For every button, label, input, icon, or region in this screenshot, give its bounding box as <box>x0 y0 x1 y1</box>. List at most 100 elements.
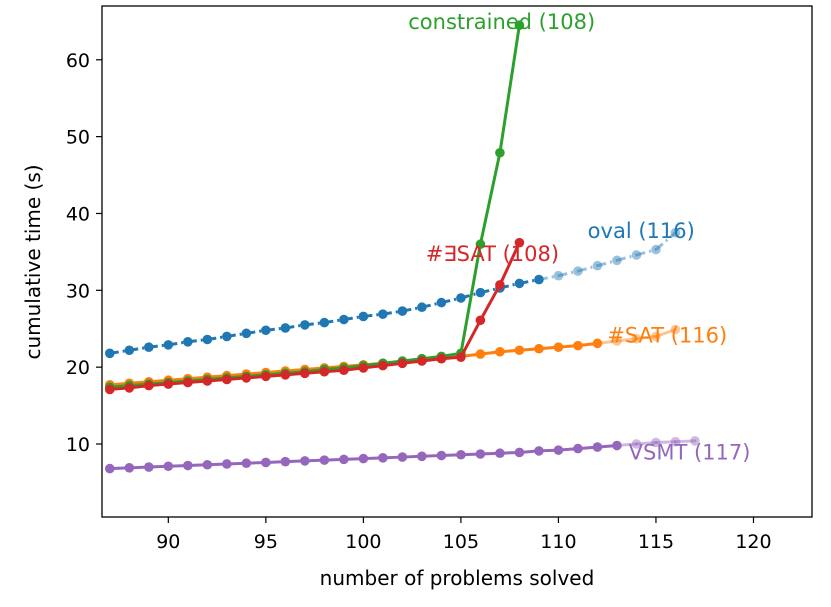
data-point <box>202 376 213 386</box>
series-line-segment <box>577 264 598 273</box>
series-line-segment <box>558 269 579 278</box>
data-point <box>670 227 681 238</box>
series-line-segment <box>498 241 521 287</box>
data-point <box>241 458 252 469</box>
x-tick-label: 90 <box>156 531 180 553</box>
series-line-segment <box>654 231 677 251</box>
y-tick-label: 60 <box>66 50 90 72</box>
y-tick-label: 30 <box>66 280 90 302</box>
y-axis: 10 20 30 40 50 60 <box>66 50 102 456</box>
series-line-segment <box>634 440 658 446</box>
data-point <box>202 334 213 345</box>
data-point <box>417 356 427 366</box>
data-point <box>144 342 154 352</box>
data-point <box>397 306 408 316</box>
data-point <box>339 454 349 465</box>
data-point <box>573 340 583 351</box>
x-axis: 90 95 100 105 110 115 120 <box>156 517 772 553</box>
data-point <box>573 443 583 454</box>
data-point <box>378 309 388 319</box>
data-point <box>183 337 193 347</box>
series-line-segment <box>634 334 658 341</box>
data-point <box>690 436 700 446</box>
data-point <box>319 366 330 377</box>
data-point <box>261 371 271 382</box>
data-point <box>436 450 447 461</box>
data-point <box>261 325 271 336</box>
data-point <box>163 379 174 389</box>
series-sat-108 <box>105 237 525 395</box>
data-point <box>670 324 681 335</box>
x-tick-label: 115 <box>638 531 674 553</box>
data-point <box>475 287 486 298</box>
data-point <box>124 383 135 393</box>
data-point <box>534 343 544 354</box>
data-point <box>105 463 115 474</box>
series-line-segment <box>636 248 657 257</box>
data-point <box>300 368 310 379</box>
series-line-segment <box>654 440 677 444</box>
data-point <box>183 460 193 471</box>
data-point <box>280 323 291 333</box>
data-point <box>612 440 622 451</box>
data-point <box>475 239 486 250</box>
series-labels: oval (116) #SAT (116) constrained (108) #∃S… <box>408 10 750 464</box>
data-point <box>319 455 330 465</box>
data-point <box>300 320 310 330</box>
series-line-segment <box>498 23 521 155</box>
series-layer <box>105 20 700 474</box>
series-line-segment <box>673 439 697 444</box>
data-point <box>670 436 681 447</box>
y-tick-label: 40 <box>66 203 90 225</box>
data-point <box>475 349 486 359</box>
data-point <box>631 333 642 344</box>
data-point <box>163 461 174 472</box>
data-point <box>456 449 466 460</box>
data-point <box>417 451 427 462</box>
series-line-segment <box>459 318 482 359</box>
data-point <box>300 456 310 466</box>
data-point <box>241 373 252 383</box>
data-point <box>358 453 369 464</box>
y-tick-label: 50 <box>66 127 90 149</box>
data-point <box>436 353 447 364</box>
series-vsmt-117 <box>105 436 700 474</box>
data-point <box>378 360 388 371</box>
data-point <box>514 447 525 458</box>
data-point <box>631 439 642 449</box>
data-point <box>397 452 408 462</box>
data-point <box>553 445 564 455</box>
data-point <box>514 237 525 248</box>
data-point <box>124 463 135 473</box>
data-point <box>495 448 505 459</box>
x-tick-label: 100 <box>345 531 381 553</box>
data-point <box>573 266 583 276</box>
series-line-segment <box>478 283 502 322</box>
data-point <box>105 384 115 395</box>
data-point <box>592 338 603 349</box>
data-point <box>105 348 115 359</box>
series-line-segment <box>615 337 638 343</box>
data-point <box>319 317 330 328</box>
data-point <box>280 370 291 380</box>
data-point <box>456 293 466 303</box>
data-point <box>358 363 369 373</box>
series-label-oval-116: oval (116) <box>588 219 695 243</box>
data-point <box>534 446 544 456</box>
data-point <box>514 278 525 289</box>
data-point <box>592 442 603 452</box>
data-point <box>222 374 232 385</box>
data-point <box>183 377 193 388</box>
data-point <box>124 345 135 356</box>
series-line-segment <box>654 328 677 338</box>
series-line-segment <box>459 242 482 355</box>
data-point <box>261 457 271 468</box>
data-point <box>222 331 232 342</box>
data-point <box>163 340 174 350</box>
data-point <box>495 346 505 357</box>
series-label-sat-108: #∃SAT (108) <box>426 242 559 266</box>
data-point <box>144 380 154 391</box>
x-tick-label: 120 <box>735 531 771 553</box>
data-point <box>651 437 661 448</box>
